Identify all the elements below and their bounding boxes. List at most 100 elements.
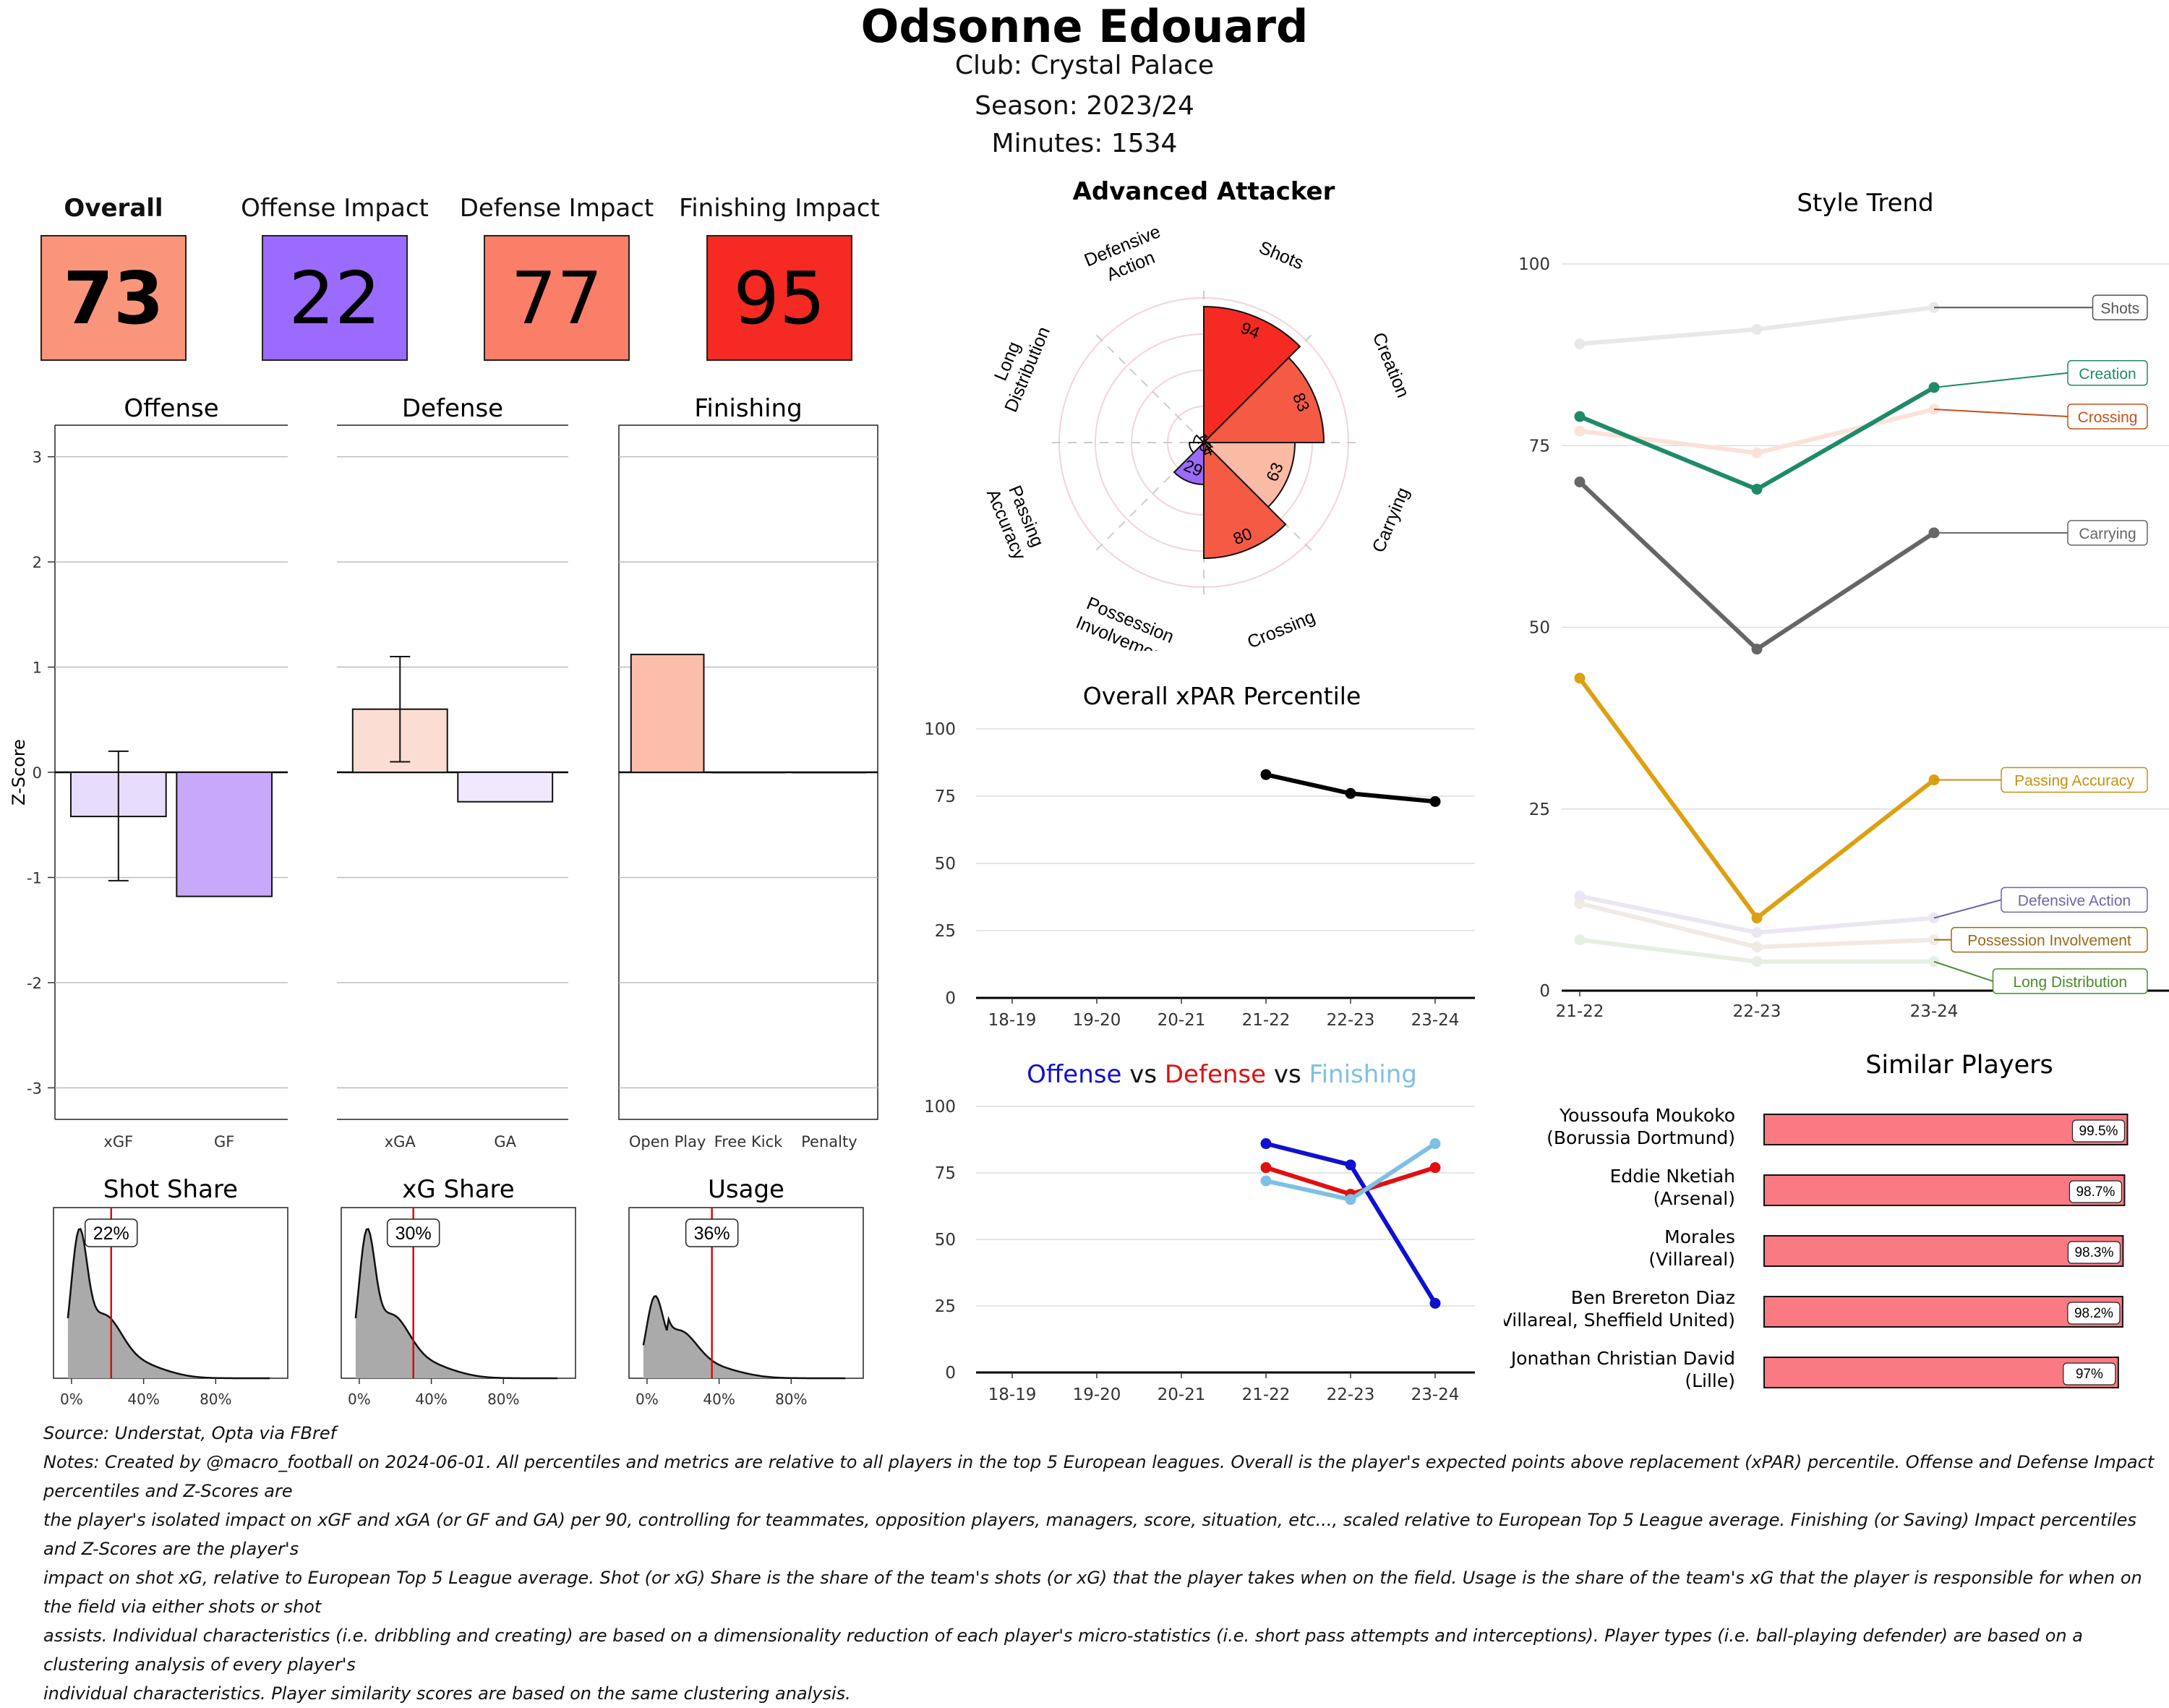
zscore-x-tick: Open Play [629,1133,706,1150]
line-y-tick: 25 [935,922,956,941]
style-y-tick: 75 [1529,437,1550,456]
style-label-box [2001,887,2148,913]
radar-axis-label: Crossing [1244,607,1318,651]
line-x-tick: 18-19 [988,1385,1037,1403]
ovd-title-offense: Offense [1027,1060,1121,1089]
similar-player-club: (Villareal, Sheffield United) [1504,1310,1735,1331]
style-series-label: Possession Involvement [1967,933,2131,949]
similar-player-name: Ben Brereton Diaz [1571,1287,1735,1308]
radar-axis-label: Shots [1256,237,1306,273]
radar-axis-label: PassingAccuracy [983,478,1050,563]
style-point [1751,644,1763,655]
similar-player-score: 98.2% [2074,1306,2113,1321]
kpi-offense-label: Offense Impact [241,194,429,223]
similar-player-name: Eddie Nketiah [1610,1166,1735,1187]
radar-wedge-creation [1202,356,1325,443]
style-series-label: Creation [2079,366,2136,383]
line-point [1260,769,1272,780]
style-label-box [2067,520,2148,546]
share-x-tick: 0% [60,1391,83,1408]
style-point [1574,338,1586,350]
zscore-bar [457,772,554,803]
style-label-box [1992,968,2148,994]
style-point [1751,956,1763,968]
share-density-line [642,1295,846,1380]
similar-player-label-box [2063,1362,2116,1385]
share-density-area [643,1296,846,1378]
similar-player-label-box [2071,1119,2126,1143]
ovd-title: Offense vs Defense vs Finishing [1027,1060,1417,1089]
similar-player-label-box [2067,1302,2121,1325]
similar-player-bar [1763,1174,2126,1206]
style-series-label: Carrying [2079,526,2136,542]
line-point [1260,1175,1272,1187]
share-density-area [67,1229,270,1378]
radar-wedge-passing-accuracy [1188,442,1206,454]
radar-wedge-possession-involvement [1173,440,1205,486]
xpar-line-chart: Overall xPAR Percentile 100 75 50 25 0 18-19 1… [924,682,1475,1027]
share-x-tick: 40% [415,1391,447,1408]
line-y-tick: 50 [935,1231,956,1250]
ovd-title-defense: Defense [1165,1060,1266,1089]
line-x-tick: 21-22 [1242,1011,1291,1027]
zscore-x-tick: xGA [385,1133,416,1150]
zscore-y-tick: -2 [27,975,42,992]
similar-player-label-box [2069,1180,2123,1203]
share-density-line [354,1228,558,1380]
zscore-x-tick: xGF [103,1133,133,1150]
similar-player-name: Morales [1664,1226,1735,1247]
style-point [1574,411,1586,422]
style-label-box [2092,294,2148,321]
style-y-tick: 100 [1518,255,1550,274]
share-panel-title: xG Share [402,1175,514,1204]
line-point [1429,1162,1441,1174]
footer-notes: Source: Understat, Opta via FBref Notes:… [43,1419,2155,1708]
zscore-x-tick: GA [494,1133,516,1150]
style-label-box [1951,926,2148,953]
radar-axis-label-line: Carrying [1369,484,1413,555]
zscore-x-tick: Free Kick [714,1133,783,1150]
style-series-label: Long Distribution [2013,974,2127,991]
line-point [1345,1159,1356,1171]
footer-notes-line: Notes: Created by @macro_football on 202… [43,1452,2155,1501]
radar-wedge-carrying [1202,442,1296,508]
line-x-tick: 20-21 [1158,1385,1206,1403]
similar-player-bar [1763,1296,2123,1328]
share-marker-label: 36% [694,1224,730,1244]
zscore-y-tick: -3 [27,1080,42,1097]
zscore-y-axis-label: Z-Score [9,739,29,806]
footer-notes-line: the player's isolated impact on xGF and … [43,1510,2136,1559]
line-y-tick: 100 [924,720,956,739]
line-point [1429,1297,1441,1309]
style-point [1751,323,1763,335]
similar-player-club: (Borussia Dortmund) [1546,1127,1735,1148]
kpi-defense-label: Defense Impact [459,194,654,223]
radar-axis-label-line: Shots [1256,237,1306,273]
ovd-title-vs-1: vs [1121,1060,1164,1089]
style-series-line [1578,385,1935,492]
share-panel-title: Shot Share [103,1175,238,1204]
style-y-tick: 25 [1529,800,1550,819]
zscore-x-tick: GF [214,1133,234,1150]
ovd-title-finishing: Finishing [1309,1060,1417,1089]
share-x-tick: 80% [775,1391,807,1408]
line-x-tick: 22-23 [1327,1011,1375,1027]
line-x-tick: 20-21 [1158,1011,1206,1027]
line-point [1260,1138,1272,1150]
share-x-tick: 80% [487,1391,519,1408]
style-trend-title: Style Trend [1797,189,1933,218]
footer-notes-line: assists. Individual characteristics (i.e… [43,1626,2083,1675]
style-x-tick: 21-22 [1556,1002,1604,1021]
style-series-label: Crossing [2078,409,2138,426]
zscore-panel-title: Offense [124,394,218,423]
zscore-panel-title: Finishing [694,394,802,423]
similar-players-title: Similar Players [1865,1051,2053,1080]
similar-player-label-box [2067,1241,2121,1264]
share-panel-title: Usage [708,1175,784,1204]
line-x-tick: 19-20 [1073,1011,1121,1027]
share-x-tick: 80% [200,1391,231,1408]
style-point [1751,484,1763,495]
radar-axis-label-line: Crossing [1244,607,1318,651]
radar-chart: Advanced Attacker 94Shots83Creation63Car… [983,177,1413,651]
footer-notes-line: individual characteristics. Player simil… [43,1683,851,1704]
